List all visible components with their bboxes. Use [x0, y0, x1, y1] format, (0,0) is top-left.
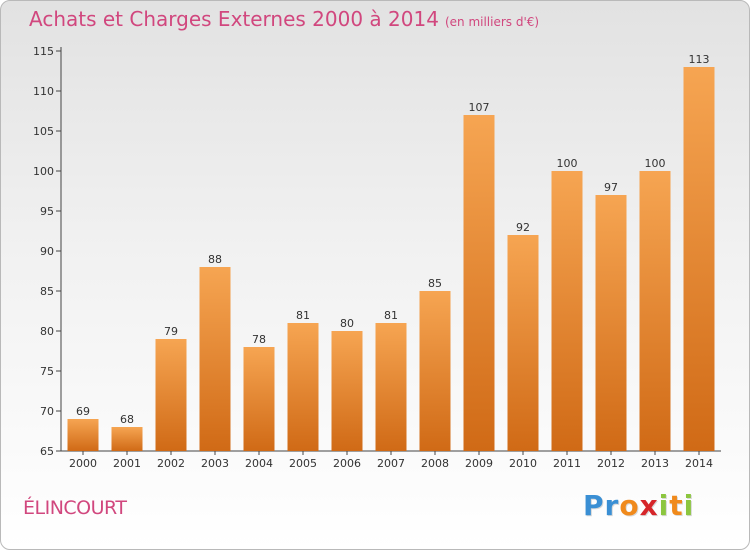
bar — [155, 339, 187, 451]
data-label: 92 — [516, 221, 530, 234]
x-tick-label: 2012 — [597, 457, 625, 470]
data-label: 113 — [689, 53, 710, 66]
bar — [67, 419, 99, 451]
x-tick-label: 2010 — [509, 457, 537, 470]
bar — [331, 331, 363, 451]
brand-letter: x — [639, 489, 659, 522]
bar — [507, 235, 539, 451]
labels: 2000 69 2001 68 2002 79 2003 88 2004 78 2005 81 2006… — [69, 53, 713, 470]
y-tick-label: 65 — [40, 445, 54, 458]
commune-name: ÉLINCOURT — [23, 497, 127, 519]
bar — [375, 323, 407, 451]
brand-letter: r — [604, 489, 620, 522]
bar — [287, 323, 319, 451]
x-tick-label: 2013 — [641, 457, 669, 470]
bar — [639, 171, 671, 451]
x-tick-label: 2009 — [465, 457, 493, 470]
data-label: 100 — [557, 157, 578, 170]
x-tick-label: 2000 — [69, 457, 97, 470]
bar — [551, 171, 583, 451]
chart-unit: (en milliers d'€) — [444, 15, 540, 29]
bar — [111, 427, 143, 451]
data-label: 100 — [645, 157, 666, 170]
axes: 65 70 75 80 85 90 95 100 105 110 115 — [33, 45, 721, 458]
y-tick-label: 115 — [33, 45, 54, 58]
data-label: 81 — [384, 309, 398, 322]
x-tick-label: 2008 — [421, 457, 449, 470]
brand-letter: t — [669, 489, 684, 522]
y-tick-label: 110 — [33, 85, 54, 98]
y-tick-label: 105 — [33, 125, 54, 138]
y-tick-label: 85 — [40, 285, 54, 298]
bar — [463, 115, 495, 451]
data-label: 88 — [208, 253, 222, 266]
brand-letter: i — [683, 489, 695, 522]
data-label: 69 — [76, 405, 90, 418]
title-text: Achats et Charges Externes 2000 à 2014 — [29, 7, 439, 31]
bars — [67, 67, 715, 451]
data-label: 79 — [164, 325, 178, 338]
y-tick-label: 95 — [40, 205, 54, 218]
data-label: 85 — [428, 277, 442, 290]
data-label: 107 — [469, 101, 490, 114]
y-tick-label: 90 — [40, 245, 54, 258]
bar — [595, 195, 627, 451]
brand-letter: P — [583, 489, 605, 522]
data-label: 78 — [252, 333, 266, 346]
bar — [683, 67, 715, 451]
x-tick-label: 2006 — [333, 457, 361, 470]
x-tick-label: 2014 — [685, 457, 713, 470]
chart-title: Achats et Charges Externes 2000 à 2014 (e… — [29, 7, 539, 31]
y-tick-label: 70 — [40, 405, 54, 418]
x-tick-label: 2004 — [245, 457, 273, 470]
x-tick-label: 2011 — [553, 457, 581, 470]
data-label: 68 — [120, 413, 134, 426]
y-tick-label: 100 — [33, 165, 54, 178]
x-tick-label: 2003 — [201, 457, 229, 470]
x-tick-label: 2001 — [113, 457, 141, 470]
data-label: 80 — [340, 317, 354, 330]
x-tick-label: 2005 — [289, 457, 317, 470]
bar — [419, 291, 451, 451]
x-tick-label: 2002 — [157, 457, 185, 470]
bar — [199, 267, 231, 451]
y-tick-label: 80 — [40, 325, 54, 338]
brand-letter: i — [658, 489, 670, 522]
bar — [243, 347, 275, 451]
brand-letter: o — [619, 489, 640, 522]
y-tick-label: 75 — [40, 365, 54, 378]
data-label: 97 — [604, 181, 618, 194]
x-tick-label: 2007 — [377, 457, 405, 470]
proxiti-logo: Proxiti — [583, 489, 694, 523]
data-label: 81 — [296, 309, 310, 322]
